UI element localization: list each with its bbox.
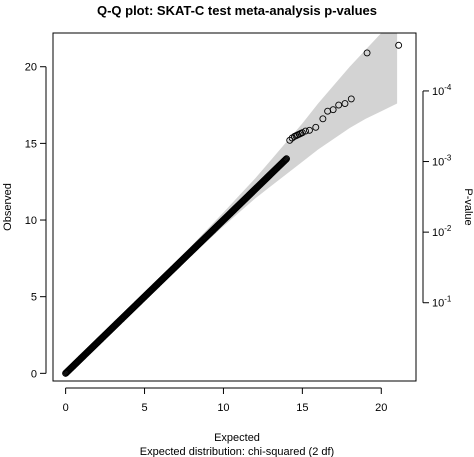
right-tick-label: 10-4 (432, 83, 452, 98)
x-tick-label: 20 (375, 402, 387, 414)
data-points-layer (62, 41, 403, 377)
data-point (280, 157, 288, 165)
plot-frame (52, 32, 417, 382)
x-tick-label: 0 (63, 402, 69, 414)
y-tick-label: 0 (31, 368, 37, 380)
x-tick-label: 15 (296, 402, 308, 414)
right-tick-label: 10-1 (432, 295, 452, 310)
data-point (335, 101, 343, 109)
y-axis-label: Observed (2, 183, 14, 231)
right-axis-label: P-value (462, 188, 474, 225)
right-tick-label: 10-2 (432, 224, 452, 239)
data-point (283, 155, 290, 163)
y-tick-label: 15 (25, 138, 37, 150)
data-point (306, 126, 313, 134)
y-tick-label: 20 (25, 62, 37, 74)
right-p-value-axis: 10-1 10-2 10-3 10-4 (422, 83, 452, 310)
x-tick-label: 5 (141, 402, 147, 414)
data-point (281, 156, 289, 164)
chart-title: Q-Q plot: SKAT-C test meta-analysis p-va… (97, 3, 377, 18)
data-point (395, 41, 403, 49)
right-tick-label: 10-3 (432, 154, 452, 169)
y-tick-label: 10 (25, 215, 37, 227)
x-axis: 0 5 10 15 20 (63, 387, 387, 414)
data-point (341, 100, 349, 107)
data-point (312, 123, 320, 131)
data-point (363, 49, 371, 57)
data-point (282, 155, 290, 163)
data-point (298, 129, 306, 137)
data-point (286, 136, 294, 144)
confidence-band (65, 33, 398, 374)
x-axis-sublabel: Expected distribution: chi-squared (2 df… (140, 446, 334, 457)
data-point (302, 127, 309, 135)
x-axis-label: Expected (214, 432, 260, 444)
y-tick-label: 5 (31, 292, 37, 304)
data-point (347, 95, 355, 103)
data-point (319, 115, 327, 123)
y-axis: 0 5 10 15 20 (25, 62, 47, 380)
x-tick-label: 10 (217, 402, 229, 414)
data-point (329, 106, 337, 114)
confidence-band-layer (65, 33, 398, 374)
